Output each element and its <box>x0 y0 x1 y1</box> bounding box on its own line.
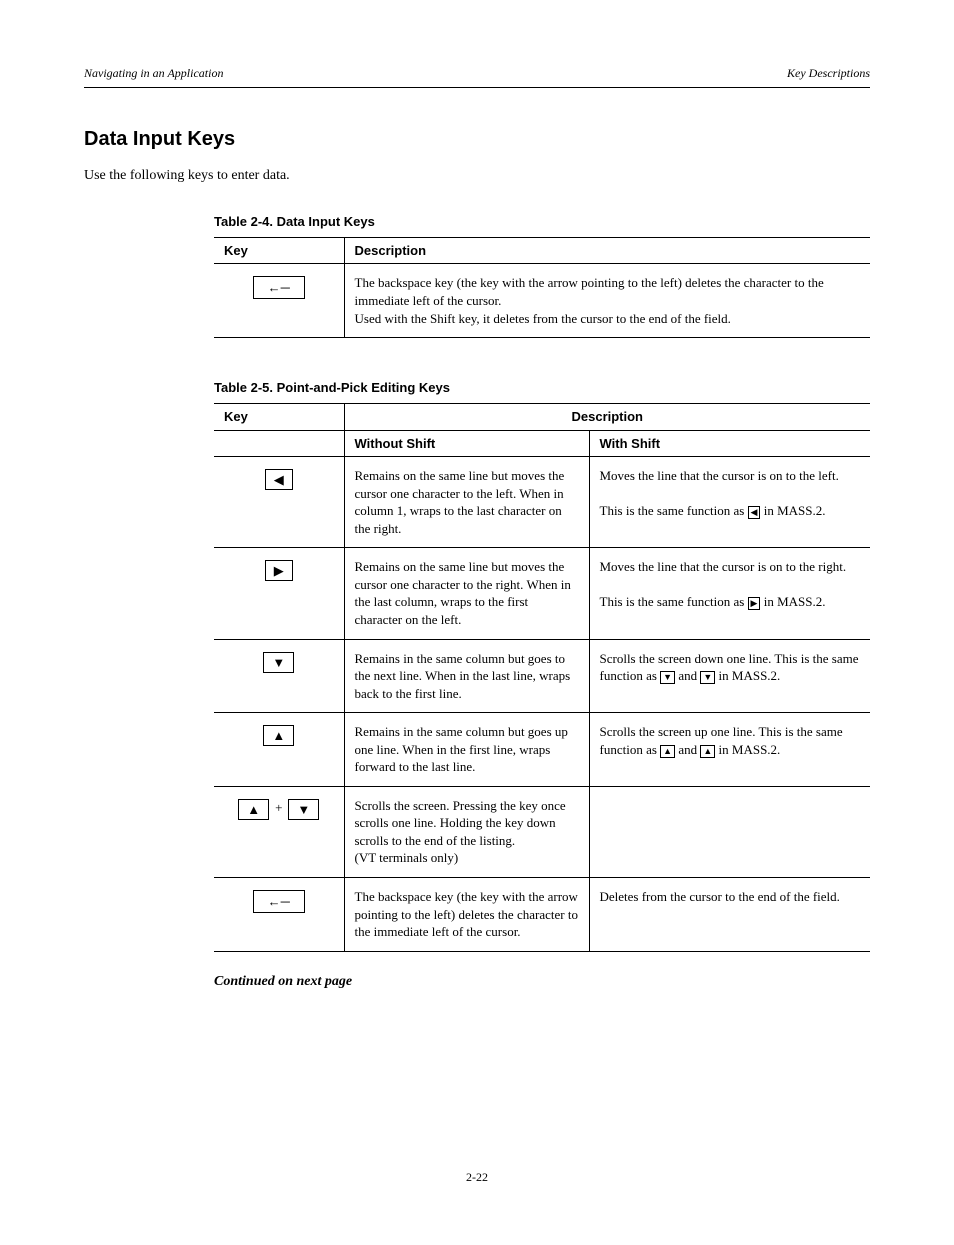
table-row: ◀Remains on the same line but moves the … <box>214 457 870 548</box>
continued-note: Continued on next page <box>214 974 870 990</box>
without-shift-cell: Remains in the same column but goes up o… <box>344 713 589 787</box>
key-cell: ▲+▼ <box>214 786 344 877</box>
table-data-input-keys: Key Description ←─The backspace key (the… <box>214 237 870 338</box>
table2-title: Table 2-5. Point-and-Pick Editing Keys <box>214 380 870 395</box>
header-rule <box>84 87 870 88</box>
table-row: ▼Remains in the same column but goes to … <box>214 639 870 713</box>
without-shift-cell: Remains on the same line but moves the c… <box>344 457 589 548</box>
table-row: ▲Remains in the same column but goes up … <box>214 713 870 787</box>
key-cell: ←─ <box>214 264 344 338</box>
key-cell: ▲ <box>214 713 344 787</box>
table1-header-desc: Description <box>344 237 870 264</box>
table-row: ▶Remains on the same line but moves the … <box>214 548 870 639</box>
with-shift-cell <box>589 786 870 877</box>
section-title: Data Input Keys <box>84 128 870 151</box>
key-cell: ▼ <box>214 639 344 713</box>
page-number: 2-22 <box>84 1170 870 1185</box>
without-shift-cell: The backspace key (the key with the arro… <box>344 878 589 952</box>
without-shift-cell: Remains in the same column but goes to t… <box>344 639 589 713</box>
header-left: Navigating in an Application <box>84 66 223 81</box>
table2-header-shift: With Shift <box>589 430 870 457</box>
table1-header-key: Key <box>214 237 344 264</box>
section-intro: Use the following keys to enter data. <box>84 167 870 186</box>
without-shift-cell: Remains on the same line but moves the c… <box>344 548 589 639</box>
table-row: ▲+▼Scrolls the screen. Pressing the key … <box>214 786 870 877</box>
desc-cell: The backspace key (the key with the arro… <box>344 264 870 338</box>
with-shift-cell: Moves the line that the cursor is on to … <box>589 548 870 639</box>
table2-header-desc: Description <box>344 404 870 431</box>
table-row: ←─The backspace key (the key with the ar… <box>214 878 870 952</box>
key-cell: ▶ <box>214 548 344 639</box>
with-shift-cell: Scrolls the screen down one line. This i… <box>589 639 870 713</box>
table-editing-keys: Key Description Without Shift With Shift… <box>214 403 870 952</box>
key-cell: ←─ <box>214 878 344 952</box>
with-shift-cell: Moves the line that the cursor is on to … <box>589 457 870 548</box>
key-cell: ◀ <box>214 457 344 548</box>
table1-title: Table 2-4. Data Input Keys <box>214 214 870 229</box>
table2-header-noshift: Without Shift <box>344 430 589 457</box>
without-shift-cell: Scrolls the screen. Pressing the key onc… <box>344 786 589 877</box>
with-shift-cell: Deletes from the cursor to the end of th… <box>589 878 870 952</box>
page-header: Navigating in an Application Key Descrip… <box>84 66 870 81</box>
table2-header-key: Key <box>214 404 344 431</box>
with-shift-cell: Scrolls the screen up one line. This is … <box>589 713 870 787</box>
table-row: ←─The backspace key (the key with the ar… <box>214 264 870 338</box>
header-right: Key Descriptions <box>787 66 870 81</box>
